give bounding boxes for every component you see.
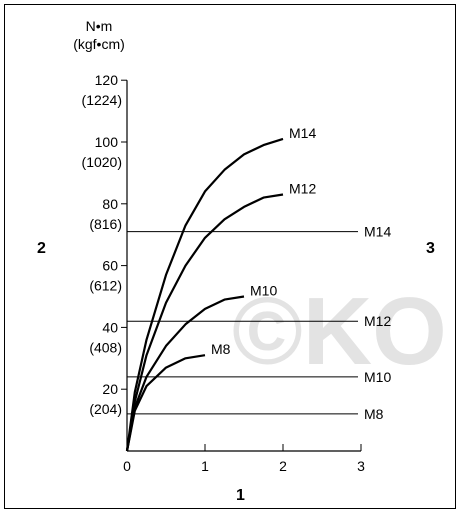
y-tick-sublabel: (408) (89, 339, 122, 355)
watermark: ©KO (232, 278, 447, 385)
y-tick-label: 20 (102, 381, 118, 397)
y-tick-sublabel: (1224) (82, 92, 122, 108)
x-tick-label: 2 (279, 458, 287, 474)
y-tick-label: 80 (102, 196, 118, 212)
curve-label-m12: M12 (289, 181, 316, 197)
x-tick-label: 1 (201, 458, 209, 474)
limit-label-m8: M8 (364, 406, 384, 422)
curve-m10 (125, 295, 245, 452)
figure-frame (4, 4, 456, 509)
y-unit-sub-label: (kgf•cm) (73, 36, 125, 52)
curve-m8 (125, 354, 206, 452)
limit-label-m14: M14 (364, 224, 391, 240)
y-tick-sublabel: (204) (89, 401, 122, 417)
y-tick-label: 100 (95, 134, 119, 150)
y-tick-label: 40 (102, 319, 118, 335)
y-unit-label: N•m (86, 18, 113, 34)
y-tick-label: 60 (102, 258, 118, 274)
callout-right: 3 (426, 240, 435, 257)
y-tick-sublabel: (612) (89, 278, 122, 294)
curve-m12 (125, 193, 284, 452)
callout-bottom: 1 (236, 487, 245, 504)
y-tick-sublabel: (816) (89, 216, 122, 232)
x-tick-label: 3 (357, 458, 365, 474)
curve-m14 (125, 137, 284, 452)
y-tick-sublabel: (1020) (82, 154, 122, 170)
curve-label-m10: M10 (250, 283, 277, 299)
y-tick-label: 120 (95, 72, 119, 88)
limit-label-m12: M12 (364, 313, 391, 329)
curve-label-m14: M14 (289, 125, 316, 141)
curve-label-m8: M8 (211, 341, 231, 357)
callout-left: 2 (37, 240, 46, 257)
limit-label-m10: M10 (364, 369, 391, 385)
x-tick-label: 0 (123, 458, 131, 474)
